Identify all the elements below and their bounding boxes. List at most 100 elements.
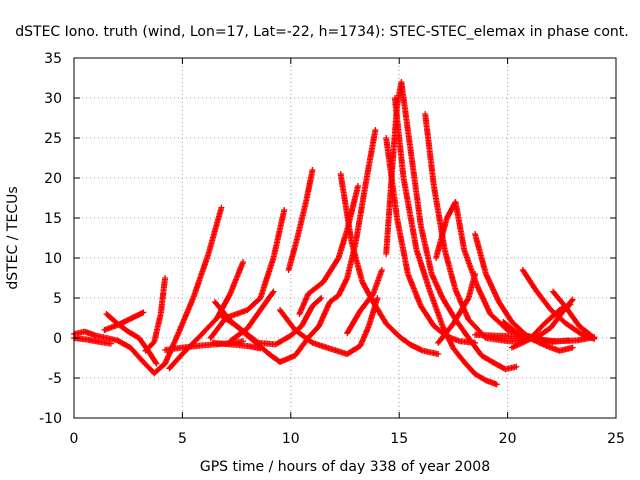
data-marker-segment — [576, 323, 598, 341]
y-tick-label: 10 — [44, 251, 62, 267]
data-marker-segment — [404, 271, 424, 308]
data-marker-segment — [196, 316, 219, 340]
x-tick-label: 10 — [282, 431, 300, 447]
data-marker-segment — [227, 341, 249, 349]
data-marker-segment — [227, 326, 250, 345]
data-marker-segment — [127, 309, 147, 322]
y-tick-label: -5 — [48, 371, 62, 387]
track-19 — [383, 135, 479, 346]
track-12 — [285, 167, 316, 273]
data-marker-segment — [294, 200, 309, 241]
data-marker-segment — [127, 344, 146, 364]
data-marker-segment — [474, 283, 493, 316]
data-marker-segment — [272, 333, 293, 348]
data-marker-segment — [151, 361, 167, 377]
y-tick-label: 0 — [53, 331, 62, 347]
data-marker-segment — [205, 204, 225, 257]
data-points — [71, 79, 598, 388]
data-marker-segment — [270, 207, 288, 261]
y-tick-label: -10 — [39, 411, 62, 427]
track-8 — [207, 207, 288, 341]
ticks — [73, 57, 617, 419]
data-marker-segment — [461, 359, 478, 376]
track-9 — [211, 299, 322, 365]
y-tick-label: 30 — [44, 91, 62, 107]
data-marker-segment — [175, 296, 196, 337]
data-marker-segment — [298, 304, 315, 329]
data-marker-segment — [441, 247, 459, 292]
data-marker-segment — [277, 353, 297, 365]
data-marker-segment — [472, 231, 489, 276]
track-16 — [337, 171, 442, 357]
data-marker-segment — [563, 320, 583, 337]
data-marker-segment — [396, 333, 412, 347]
data-marker-segment — [439, 295, 458, 322]
data-marker-segment — [305, 279, 326, 297]
track-29 — [344, 267, 385, 337]
data-marker-segment — [103, 311, 120, 326]
data-marker-segment — [257, 288, 277, 313]
data-marker-segment — [370, 299, 389, 326]
track-27 — [508, 301, 574, 351]
data-marker-segment — [556, 344, 576, 354]
data-marker-segment — [114, 337, 133, 350]
data-marker-segment — [452, 199, 467, 252]
data-marker-segment — [435, 321, 456, 346]
data-marker-segment — [352, 176, 370, 245]
data-marker-segment — [489, 359, 508, 372]
data-marker-segment — [348, 239, 365, 284]
y-tick-label: 15 — [44, 211, 62, 227]
y-tick-label: 5 — [53, 291, 62, 307]
y-tick-label: 20 — [44, 171, 62, 187]
data-marker-segment — [526, 321, 547, 343]
data-marker-segment — [502, 363, 520, 373]
data-marker-segment — [417, 303, 436, 328]
data-marker-segment — [456, 338, 479, 346]
data-marker-segment — [450, 345, 467, 364]
data-marker-segment — [407, 143, 424, 228]
track-11 — [209, 339, 264, 352]
data-marker-segment — [541, 308, 562, 327]
data-marker-segment — [244, 343, 264, 352]
data-marker-segment — [391, 95, 407, 180]
x-tick-label: 5 — [178, 431, 187, 447]
data-marker-segment — [383, 320, 402, 339]
data-marker-segment — [320, 256, 341, 285]
data-marker-segment — [482, 377, 500, 388]
track-10 — [216, 295, 325, 348]
data-marker-segment — [363, 127, 379, 181]
y-tick-label: 25 — [44, 131, 62, 147]
data-marker-segment — [394, 215, 411, 276]
data-marker-segment — [344, 343, 362, 357]
track-5 — [142, 275, 169, 354]
data-marker-segment — [157, 275, 169, 317]
data-marker-segment — [303, 167, 316, 205]
data-marker-segment — [398, 79, 413, 148]
x-tick-labels: 0 5 10 15 20 25 — [70, 431, 625, 447]
data-marker-segment — [285, 236, 300, 273]
track-25 — [519, 267, 598, 342]
data-marker-segment — [140, 359, 157, 376]
data-marker-segment — [495, 299, 515, 324]
data-marker-segment — [344, 309, 363, 337]
data-marker-segment — [465, 271, 479, 301]
x-tick-label: 15 — [390, 431, 408, 447]
data-marker-segment — [417, 223, 435, 276]
data-marker-segment — [508, 337, 531, 351]
data-marker-segment — [296, 292, 311, 317]
data-marker-segment — [166, 352, 185, 372]
data-marker-segment — [357, 292, 376, 314]
data-marker-segment — [277, 307, 298, 332]
data-marker-segment — [500, 319, 521, 337]
x-tick-label: 0 — [70, 431, 79, 447]
x-axis-label: GPS time / hours of day 338 of year 2008 — [200, 459, 490, 475]
data-marker-segment — [422, 111, 437, 188]
data-marker-segment — [556, 301, 574, 313]
track-28 — [435, 271, 479, 346]
data-marker-segment — [472, 371, 488, 383]
data-marker-segment — [335, 276, 350, 299]
track-13 — [296, 183, 361, 317]
data-marker-segment — [532, 287, 553, 312]
data-marker-segment — [487, 311, 510, 332]
